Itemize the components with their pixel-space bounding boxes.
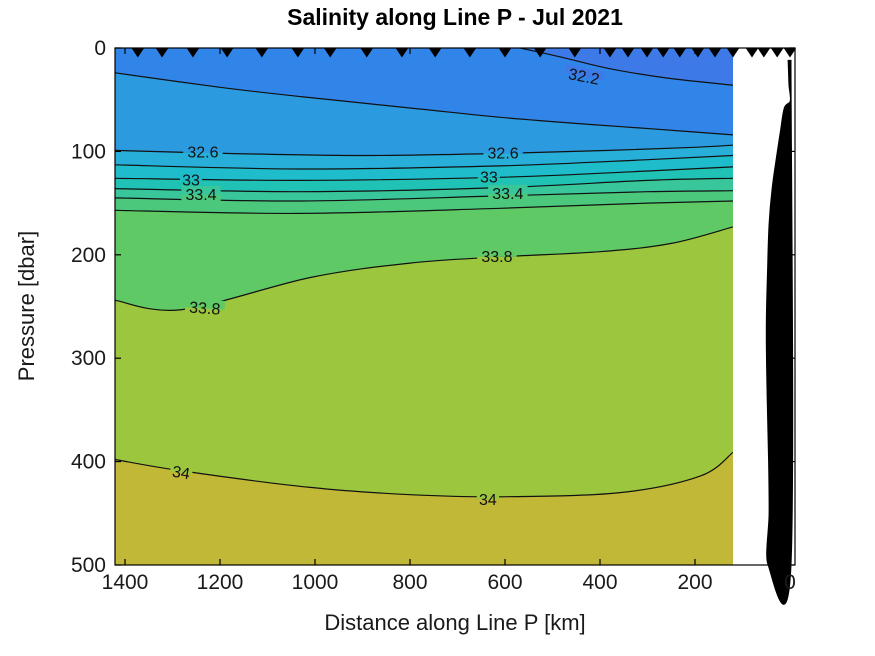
contour-band->34.0 xyxy=(115,452,733,565)
contour-label-group: 32.6 xyxy=(183,143,223,162)
y-tick-label: 100 xyxy=(71,140,106,163)
y-tick-label: 400 xyxy=(71,451,106,474)
chart-title: Salinity along Line P - Jul 2021 xyxy=(287,4,623,30)
contour-line-32.4 xyxy=(115,72,733,136)
contour-label-group: 34 xyxy=(168,462,194,484)
station-marker xyxy=(784,48,796,58)
contour-label: 33.8 xyxy=(481,249,512,266)
contour-label-group: 33 xyxy=(477,168,500,187)
x-tick-label: 600 xyxy=(487,571,522,594)
axis-box xyxy=(114,47,796,566)
contour-line-32.2 xyxy=(520,48,733,86)
station-marker xyxy=(324,48,337,58)
x-axis-label: Distance along Line P [km] xyxy=(324,610,586,635)
station-marker xyxy=(708,48,721,58)
x-tick-label: 1000 xyxy=(292,571,339,594)
station-marker xyxy=(727,48,739,58)
contour-label-group: 33.4 xyxy=(488,184,528,203)
station-marker xyxy=(641,48,654,58)
station-marker xyxy=(568,48,581,58)
y-tick-label: 500 xyxy=(71,554,106,577)
contour-label: 33 xyxy=(182,172,200,189)
contour-line-32.8 xyxy=(115,154,733,170)
station-marker xyxy=(221,48,234,58)
station-marker xyxy=(186,48,199,58)
station-marker xyxy=(534,48,547,58)
contour-line-33 xyxy=(115,166,733,182)
contour-label: 32.6 xyxy=(488,145,519,162)
station-marker xyxy=(746,48,758,58)
contour-label: 33 xyxy=(480,169,498,186)
contour-label: 32.2 xyxy=(567,66,601,89)
contour-label: 32.6 xyxy=(187,144,218,161)
station-marker xyxy=(499,48,511,58)
y-tick-label: 300 xyxy=(71,347,106,370)
contour-line-32.6 xyxy=(115,144,733,157)
station-marker xyxy=(463,48,476,58)
station-marker xyxy=(131,48,144,58)
contour-label-group: 32.2 xyxy=(562,64,605,90)
station-marker xyxy=(603,48,616,58)
station-marker xyxy=(291,48,304,58)
station-marker xyxy=(657,48,670,58)
x-tick-label: 1400 xyxy=(102,571,149,594)
contour-line-34 xyxy=(115,451,733,498)
station-marker xyxy=(771,48,784,58)
bathymetry xyxy=(765,59,794,605)
contour-band-33.8-34.0 xyxy=(115,226,733,565)
contour-line-33.6 xyxy=(115,200,733,215)
station-marker xyxy=(622,48,635,58)
x-tick-label: 800 xyxy=(392,571,427,594)
station-marker xyxy=(360,48,373,58)
y-tick-label: 200 xyxy=(71,244,106,267)
station-marker xyxy=(429,48,442,58)
contour-label-group: 33.8 xyxy=(477,247,517,266)
contour-label: 34 xyxy=(171,464,191,484)
station-marker xyxy=(395,48,408,58)
contour-label: 34 xyxy=(479,492,497,509)
contour-label-group: 33 xyxy=(179,171,203,190)
x-tick-label: 0 xyxy=(784,571,796,594)
contour-label-group: 32.6 xyxy=(483,144,523,163)
contour-bands xyxy=(115,48,733,565)
contour-line-33.4 xyxy=(115,190,733,202)
x-tick-label: 400 xyxy=(582,571,617,594)
contour-lines xyxy=(115,48,733,498)
contour-label: 33.4 xyxy=(492,186,523,203)
contour-label: 33.4 xyxy=(185,187,216,204)
station-marker xyxy=(255,48,268,58)
station-marker xyxy=(691,48,704,58)
contour-label: 33.8 xyxy=(189,300,221,319)
x-tick-label: 200 xyxy=(677,571,712,594)
station-markers xyxy=(131,48,796,58)
y-tick-label: 0 xyxy=(94,37,106,60)
y-axis-label: Pressure [dbar] xyxy=(14,230,39,382)
station-marker xyxy=(757,48,770,58)
tick-labels: 1400 1200 1000 800 600 400 200 0 0 100 200 300 400 50… xyxy=(71,37,796,594)
contour-line-33.2 xyxy=(115,177,733,193)
contour-label-group: 33.8 xyxy=(184,298,226,319)
contour-label-group: 33.4 xyxy=(181,185,221,204)
station-marker xyxy=(156,48,169,58)
x-tick-label: 1200 xyxy=(197,571,244,594)
station-marker xyxy=(673,48,686,58)
contour-label-group: 34 xyxy=(476,490,499,509)
